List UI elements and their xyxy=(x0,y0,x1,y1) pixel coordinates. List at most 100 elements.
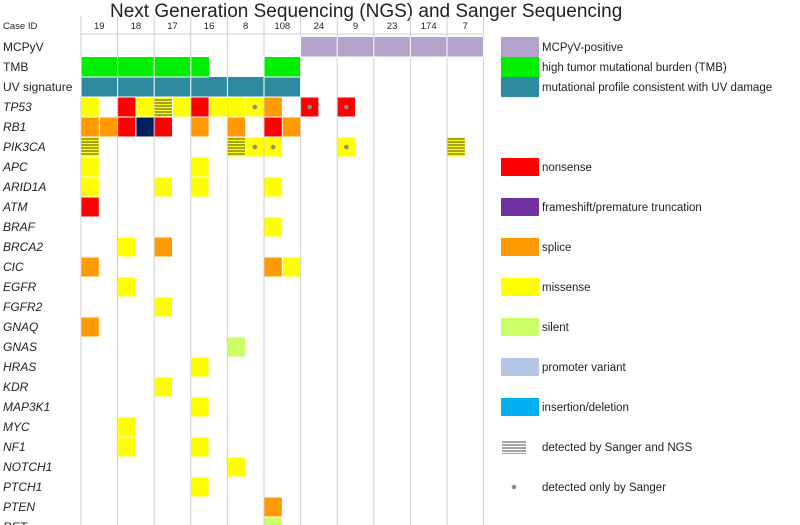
row-label: BRCA2 xyxy=(3,240,43,254)
cell-splice xyxy=(99,117,118,137)
sanger-only-dot xyxy=(344,144,349,150)
cell-splice xyxy=(264,97,282,117)
cell-missense xyxy=(191,357,209,377)
legend-label: high tumor mutational burden (TMB) xyxy=(542,62,727,74)
cell-missense xyxy=(209,97,227,117)
row-label: ARID1A xyxy=(2,180,46,194)
cell-missense xyxy=(154,297,172,317)
sanger-ngs-hatch xyxy=(447,137,465,157)
cell-missense xyxy=(81,157,99,177)
legend-swatch-mcpyv xyxy=(501,37,539,57)
row-label: UV signature xyxy=(3,80,73,94)
cell-missense xyxy=(118,277,136,297)
row-label: MCPyV xyxy=(3,40,44,54)
cell-missense xyxy=(191,177,209,197)
legend-swatch-splice xyxy=(501,238,539,256)
case-id-label: 108 xyxy=(274,21,290,32)
cell-nonsense xyxy=(118,97,136,117)
legend-label: detected only by Sanger xyxy=(542,482,666,494)
cell-splice xyxy=(191,117,209,137)
legend-label: splice xyxy=(542,242,571,254)
row-label: RET xyxy=(3,520,29,525)
chart-title: Next Generation Sequencing (NGS) and San… xyxy=(110,1,623,22)
row-label: KDR xyxy=(3,380,29,394)
sanger-only-dot xyxy=(252,144,258,150)
legend-swatch-silent xyxy=(501,318,539,336)
case-id-label: 19 xyxy=(94,21,105,32)
cell-splice xyxy=(81,257,99,277)
legend-label: MCPyV-positive xyxy=(542,42,623,54)
row-label: NOTCH1 xyxy=(3,460,52,474)
legend-label: silent xyxy=(542,322,570,334)
case-id-label: 9 xyxy=(353,21,358,32)
cell-splice xyxy=(81,317,99,337)
sanger-ngs-hatch xyxy=(227,137,246,157)
row-label: MAP3K1 xyxy=(3,400,50,414)
cell-missense xyxy=(191,157,209,177)
legend-swatch-hatch xyxy=(502,440,526,454)
row-label: EGFR xyxy=(3,280,37,294)
row-label: APC xyxy=(2,160,28,174)
cell-missense xyxy=(154,177,172,197)
row-label: NF1 xyxy=(3,440,26,454)
cell-nonsense xyxy=(81,197,99,217)
legend-swatch-missense xyxy=(501,278,539,296)
cells-layer xyxy=(80,37,485,525)
legend-label: promoter variant xyxy=(542,362,627,374)
cell-silent xyxy=(227,337,246,357)
row-label: PIK3CA xyxy=(3,140,46,154)
band-tmb xyxy=(81,57,210,77)
band-tmb xyxy=(264,57,301,77)
legend: MCPyV-positive high tumor mutational burd… xyxy=(501,37,772,494)
cell-missense xyxy=(191,397,209,417)
cell-splice xyxy=(227,117,246,137)
cell-navy xyxy=(136,117,154,137)
legend-label: missense xyxy=(542,282,591,294)
sanger-ngs-hatch xyxy=(81,137,99,157)
row-label: HRAS xyxy=(3,360,36,374)
legend-swatch-nonsense xyxy=(501,158,539,176)
sanger-only-dot xyxy=(344,104,349,110)
cell-nonsense xyxy=(191,97,209,117)
cell-silent xyxy=(264,517,282,525)
case-id-label: 18 xyxy=(131,21,142,32)
cell-nonsense xyxy=(154,117,172,137)
case-id-label: 24 xyxy=(314,21,325,32)
cell-missense xyxy=(154,377,172,397)
legend-swatch-indel xyxy=(501,398,539,416)
row-label: TP53 xyxy=(3,100,32,114)
legend-swatch-tmb xyxy=(501,57,539,77)
sanger-only-dot xyxy=(307,104,313,110)
cell-missense xyxy=(227,457,246,477)
cell-missense xyxy=(81,97,99,117)
cell-splice xyxy=(154,237,172,257)
cell-splice xyxy=(81,117,99,137)
row-label: PTEN xyxy=(3,500,35,514)
case-id-label: 8 xyxy=(243,21,248,32)
cell-missense xyxy=(264,177,282,197)
legend-label: nonsense xyxy=(542,162,592,174)
case-id-label: 23 xyxy=(387,21,398,32)
band-mcpyv xyxy=(300,37,484,57)
row-label: ATM xyxy=(2,200,27,214)
case-id-label: 17 xyxy=(167,21,178,32)
cell-missense xyxy=(118,437,136,457)
case-id-label: 16 xyxy=(204,21,215,32)
sanger-only-dot xyxy=(252,104,258,110)
cell-missense xyxy=(136,97,154,117)
row-label: PTCH1 xyxy=(3,480,42,494)
sanger-ngs-hatch xyxy=(154,97,172,117)
cell-missense xyxy=(173,97,191,117)
cell-nonsense xyxy=(118,117,136,137)
cell-splice xyxy=(282,117,301,137)
legend-label: mutational profile consistent with UV da… xyxy=(542,82,772,94)
cell-missense xyxy=(264,217,282,237)
legend-swatch-uv xyxy=(501,77,539,97)
cell-missense xyxy=(191,437,209,457)
column-header-label: Case ID xyxy=(3,21,37,32)
cell-missense xyxy=(118,417,136,437)
cell-missense xyxy=(227,97,246,117)
row-label: CIC xyxy=(3,260,24,274)
cell-nonsense xyxy=(264,117,282,137)
